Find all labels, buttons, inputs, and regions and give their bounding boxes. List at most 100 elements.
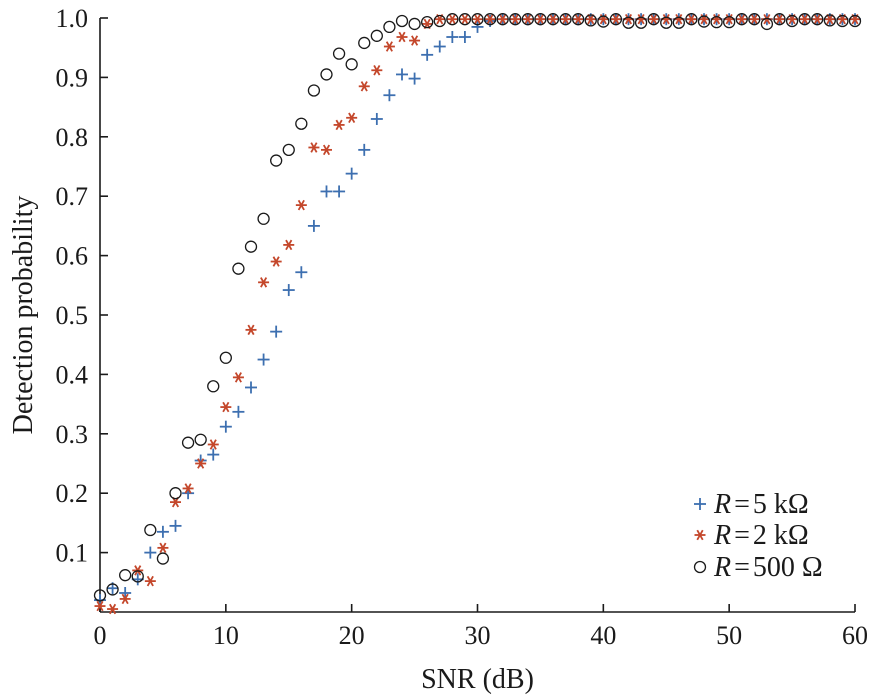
data-point — [169, 487, 182, 500]
y-axis-label: Detection probability — [8, 196, 39, 435]
data-point — [383, 20, 396, 34]
data-point — [408, 17, 421, 31]
data-point — [295, 266, 308, 279]
legend-label: R = 2 kΩ — [713, 520, 809, 551]
legend-value: 5 kΩ — [753, 489, 809, 520]
data-point — [270, 154, 283, 167]
data-point — [119, 593, 131, 605]
data-point — [848, 14, 862, 28]
y-tick-label: 0.7 — [56, 182, 89, 211]
data-point — [232, 262, 245, 275]
data-point — [634, 16, 648, 29]
data-point — [371, 65, 383, 76]
data-point — [458, 31, 471, 44]
data-point — [458, 13, 472, 26]
data-point — [321, 144, 332, 156]
y-tick-label: 0.8 — [56, 123, 89, 152]
data-point — [484, 13, 496, 25]
data-point — [94, 594, 106, 607]
y-axis-ticks: 0.1 0.2 0.3 0.4 0.5 0.6 0.7 0.8 0.9 1.0 — [56, 4, 108, 568]
data-point — [320, 185, 333, 198]
data-point — [597, 15, 610, 28]
x-tick-label: 0 — [94, 621, 107, 650]
data-point — [395, 14, 409, 28]
data-point — [823, 14, 836, 27]
data-point — [409, 35, 421, 46]
data-point — [245, 381, 257, 394]
data-point — [257, 353, 270, 366]
legend-label: R = 500 Ω — [713, 552, 823, 583]
y-tick-label: 0.2 — [56, 479, 89, 508]
data-point — [560, 13, 572, 25]
data-point — [282, 284, 295, 297]
data-point — [572, 13, 584, 25]
data-point — [799, 13, 811, 25]
data-point — [685, 13, 698, 26]
data-point — [446, 13, 458, 25]
legend-entry: R = 2 kΩ — [694, 520, 809, 551]
data-point — [358, 143, 371, 156]
data-point — [546, 13, 560, 26]
data-point — [119, 569, 132, 582]
data-point — [282, 143, 295, 157]
data-point — [358, 81, 370, 92]
x-tick-label: 20 — [339, 621, 365, 650]
data-point — [156, 552, 170, 565]
x-tick-label: 40 — [590, 621, 616, 650]
data-point — [295, 199, 307, 211]
data-point — [723, 13, 735, 25]
legend-var: R — [713, 520, 731, 551]
data-point — [547, 13, 559, 25]
data-point — [760, 17, 774, 31]
data-point — [521, 13, 534, 26]
data-point — [736, 13, 748, 25]
legend-marker — [694, 498, 706, 510]
series-circle — [93, 13, 862, 602]
data-point — [522, 13, 534, 25]
data-point — [207, 380, 220, 393]
data-point — [785, 14, 799, 28]
data-point — [735, 13, 748, 26]
data-point — [346, 112, 358, 124]
data-point — [459, 13, 471, 25]
data-point — [219, 351, 232, 364]
data-point — [345, 167, 358, 180]
data-point — [207, 439, 219, 450]
legend-marker — [694, 529, 706, 541]
data-point — [471, 13, 484, 26]
data-point — [748, 13, 761, 26]
legend-entry: R = 5 kΩ — [694, 489, 809, 520]
data-point — [836, 14, 849, 28]
data-point — [609, 13, 623, 26]
data-point — [559, 13, 572, 26]
data-point — [144, 546, 157, 559]
data-point — [270, 256, 282, 267]
data-point — [220, 401, 232, 413]
data-point — [408, 72, 421, 85]
data-point — [585, 13, 597, 25]
data-point — [509, 13, 521, 25]
data-point — [308, 142, 320, 153]
legend-eq: = — [734, 520, 750, 551]
y-tick-label: 1.0 — [56, 4, 89, 33]
data-point — [345, 58, 358, 71]
data-point — [270, 325, 283, 338]
data-point — [622, 16, 635, 29]
data-point — [156, 525, 169, 538]
legend-value: 500 Ω — [753, 552, 823, 583]
data-point — [710, 16, 723, 29]
data-point — [383, 89, 396, 102]
data-point — [258, 277, 270, 288]
legend-value: 2 kΩ — [753, 520, 809, 551]
data-point — [307, 84, 321, 97]
data-point — [370, 29, 383, 42]
data-point — [106, 583, 119, 596]
data-point — [131, 570, 144, 583]
data-point — [647, 13, 660, 26]
data-point — [219, 420, 232, 433]
x-axis-label: SNR (dB) — [421, 664, 534, 695]
legend-marker — [693, 560, 707, 574]
data-point — [94, 600, 106, 612]
data-point — [697, 15, 711, 28]
data-point — [471, 20, 484, 33]
